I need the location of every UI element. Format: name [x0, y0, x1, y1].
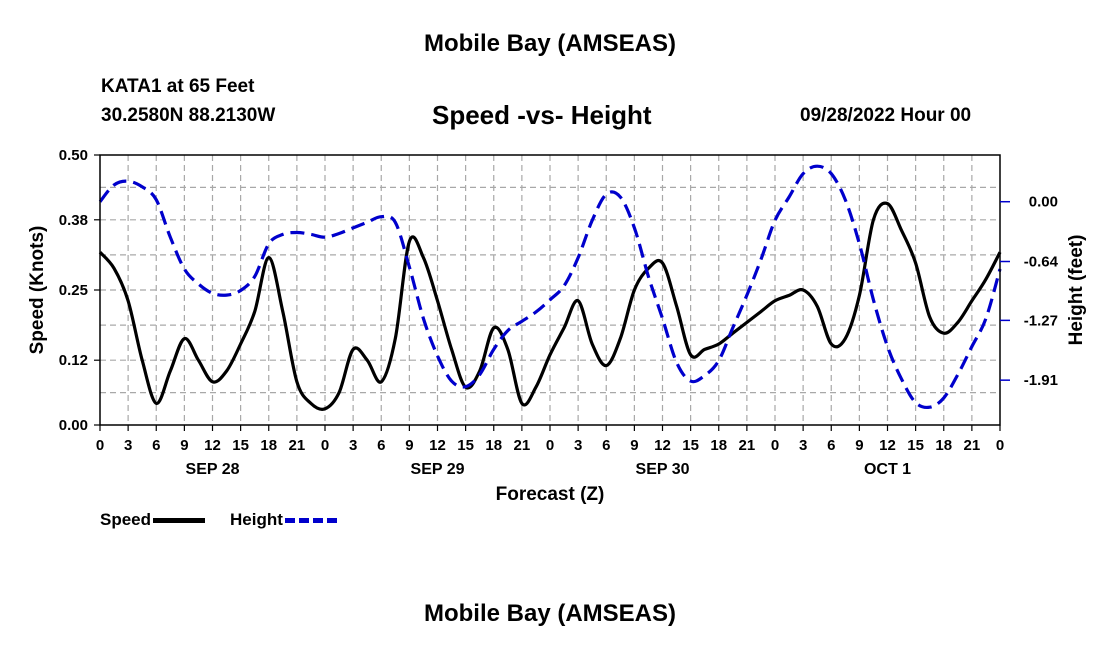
- legend-speed-label: Speed: [100, 510, 152, 529]
- series: [98, 164, 1002, 411]
- x-tick-label: 0: [321, 437, 329, 454]
- x-tick-label: 18: [260, 437, 277, 454]
- run-time-label: 09/28/2022 Hour 00: [800, 105, 972, 126]
- x-tick-label: 18: [935, 437, 952, 454]
- x-tick-label: 15: [682, 437, 699, 454]
- x-tick-label: 6: [152, 437, 160, 454]
- x-tick-label: 0: [546, 437, 554, 454]
- chart-title: Speed -vs- Height: [432, 100, 652, 130]
- legend-speed: Speed: [100, 510, 206, 530]
- x-tick-label: 3: [574, 437, 582, 454]
- y-left-tick-label: 0.00: [59, 417, 88, 434]
- y-right-tick-label: -1.91: [1024, 372, 1058, 389]
- y-axis-left-label: Speed (Knots): [27, 226, 48, 355]
- x-axis-label: Forecast (Z): [496, 484, 605, 505]
- x-day-label: SEP 30: [636, 461, 690, 478]
- legend-height-swatch: [284, 517, 337, 523]
- x-tick-label: 9: [405, 437, 413, 454]
- x-tick-label: 3: [349, 437, 357, 454]
- x-tick-label: 15: [232, 437, 249, 454]
- y-left-tick-label: 0.12: [59, 352, 88, 369]
- x-tick-label: 0: [771, 437, 779, 454]
- x-tick-label: 0: [96, 437, 104, 454]
- y-right-tick-label: -0.64: [1024, 254, 1059, 271]
- y-right-tick-label: -1.27: [1024, 312, 1058, 329]
- x-tick-label: 0: [996, 437, 1004, 454]
- y-right-tick-label: 0.00: [1029, 194, 1058, 211]
- x-tick-label: 12: [429, 437, 446, 454]
- grid: [100, 155, 1000, 425]
- y-left-tick-label: 0.25: [59, 282, 88, 299]
- x-tick-label: 3: [799, 437, 807, 454]
- station-label: KATA1 at 65 Feet: [101, 76, 255, 97]
- x-tick-label: 21: [964, 437, 981, 454]
- x-tick-label: 3: [124, 437, 132, 454]
- speed-series-line: [98, 201, 1002, 411]
- x-tick-label: 15: [907, 437, 924, 454]
- axes: 0 3 6 9 12 15 18 21 0 3 6 9 12 15 18 21 0 3 6 9 12 15 18 21 0 3 6 9…: [59, 147, 1059, 478]
- height-series-line: [98, 164, 1002, 410]
- x-tick-label: 21: [739, 437, 756, 454]
- x-tick-label: 15: [457, 437, 474, 454]
- x-tick-label: 12: [204, 437, 221, 454]
- x-tick-label: 21: [289, 437, 306, 454]
- bottom-title: Mobile Bay (AMSEAS): [423, 600, 677, 627]
- x-day-label: OCT 1: [864, 461, 911, 478]
- x-tick-label: 12: [879, 437, 896, 454]
- x-tick-label: 18: [710, 437, 727, 454]
- x-tick-label: 9: [180, 437, 188, 454]
- legend-height-label: Height: [230, 510, 283, 529]
- x-tick-label: 12: [654, 437, 671, 454]
- x-tick-label: 6: [827, 437, 835, 454]
- legend-height: Height: [230, 510, 337, 530]
- x-tick-label: 18: [485, 437, 502, 454]
- x-day-label: SEP 28: [186, 461, 240, 478]
- main-title: Mobile Bay (AMSEAS): [423, 30, 677, 57]
- legend-speed-swatch: [153, 517, 206, 523]
- y-left-tick-label: 0.50: [59, 147, 88, 164]
- x-day-label: SEP 29: [411, 461, 465, 478]
- x-tick-label: 9: [855, 437, 863, 454]
- x-tick-label: 9: [630, 437, 638, 454]
- x-tick-label: 21: [514, 437, 531, 454]
- coordinates-label: 30.2580N 88.2130W: [101, 105, 276, 126]
- x-tick-label: 6: [377, 437, 385, 454]
- y-left-tick-label: 0.38: [59, 212, 88, 229]
- y-axis-right-label: Height (feet): [1066, 235, 1087, 346]
- x-tick-label: 6: [602, 437, 610, 454]
